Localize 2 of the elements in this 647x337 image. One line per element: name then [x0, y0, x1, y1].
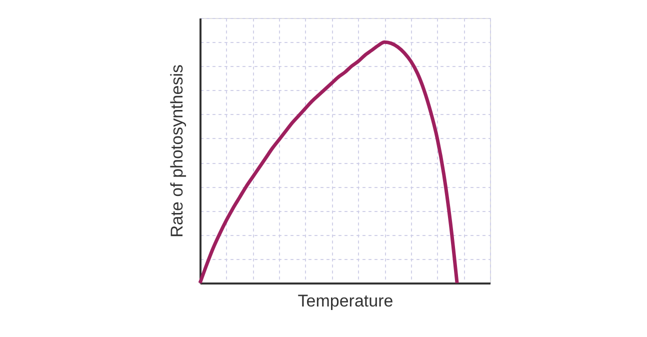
x-axis-title: Temperature	[298, 292, 394, 310]
y-axis-title: Rate of photosynthesis	[168, 64, 186, 238]
